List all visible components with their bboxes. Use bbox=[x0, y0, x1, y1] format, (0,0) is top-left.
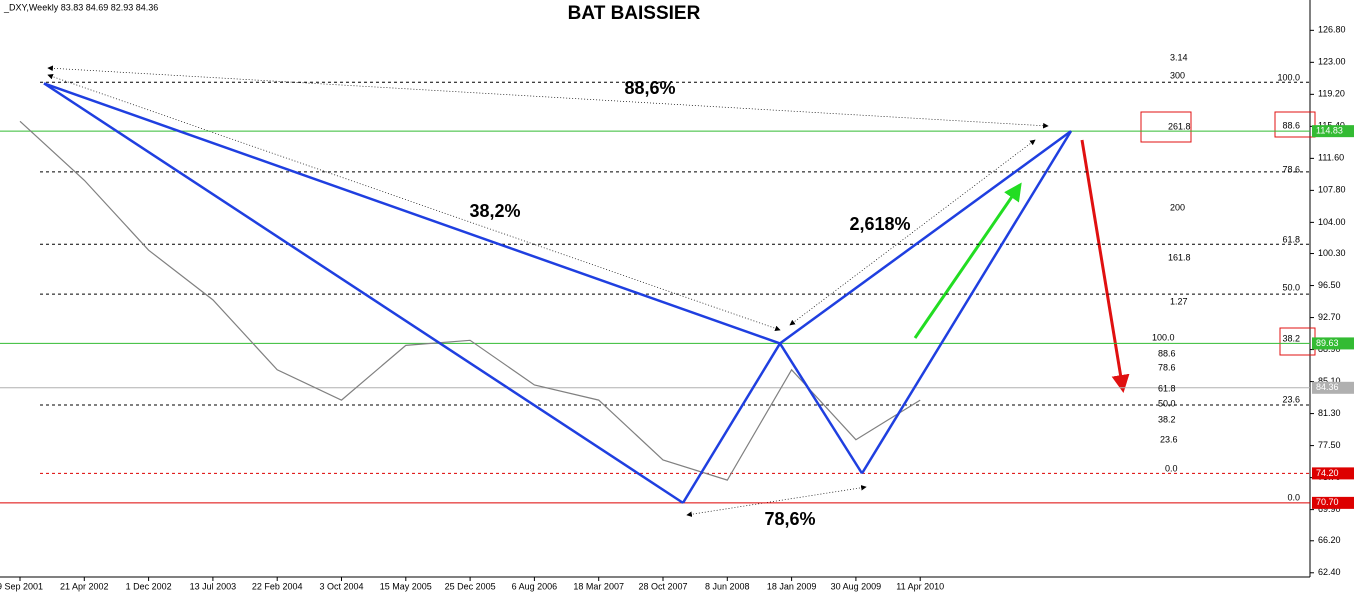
price-box bbox=[1312, 125, 1354, 138]
arrows bbox=[47, 65, 1049, 518]
fib-label: 61.8 bbox=[1282, 234, 1300, 244]
fib-label: 50.0 bbox=[1158, 398, 1176, 408]
fib-label: 38.2 bbox=[1158, 414, 1176, 424]
annotation: 78,6% bbox=[764, 509, 815, 529]
pattern-leg bbox=[778, 342, 864, 475]
fib-label: 38.2 bbox=[1282, 333, 1300, 343]
x-tick-label: 9 Sep 2001 bbox=[0, 581, 43, 591]
y-tick-label: 119.20 bbox=[1318, 89, 1345, 99]
price-label: 114.83 bbox=[1316, 126, 1343, 136]
annotation: 88,6% bbox=[624, 78, 675, 98]
y-tick-label: 66.20 bbox=[1318, 535, 1341, 545]
highlight-boxes bbox=[1140, 111, 1316, 356]
fib-label: 0.0 bbox=[1287, 492, 1300, 502]
annotation: 38,2% bbox=[469, 201, 520, 221]
y-tick-label: 96.50 bbox=[1318, 280, 1341, 290]
fib-label: 88.6 bbox=[1158, 348, 1176, 358]
price-box bbox=[1312, 496, 1354, 509]
x-tick-label: 3 Oct 2004 bbox=[319, 581, 363, 591]
price-line bbox=[19, 120, 921, 481]
x-tick-label: 6 Aug 2006 bbox=[512, 581, 558, 591]
y-tick-label: 104.00 bbox=[1318, 217, 1346, 227]
subtitle: _DXY,Weekly 83.83 84.69 82.93 84.36 bbox=[3, 2, 158, 12]
x-tick-label: 22 Feb 2004 bbox=[252, 581, 303, 591]
down-arrow bbox=[1080, 139, 1130, 393]
y-tick-label: 92.70 bbox=[1318, 312, 1341, 322]
fib-label: 300 bbox=[1170, 70, 1185, 80]
x-tick-label: 18 Jan 2009 bbox=[767, 581, 817, 591]
x-tick-label: 15 May 2005 bbox=[380, 581, 432, 591]
pattern-leg bbox=[43, 82, 684, 504]
y-tick-label: 100.30 bbox=[1318, 248, 1346, 258]
pattern-leg bbox=[779, 130, 1072, 345]
y-tick-label: 123.00 bbox=[1318, 57, 1346, 67]
y-tick-label: 126.80 bbox=[1318, 25, 1346, 35]
fib-label: 100.0 bbox=[1152, 332, 1175, 342]
pattern-leg bbox=[43, 82, 781, 345]
fib-label: 100.0 bbox=[1277, 72, 1300, 82]
x-tick-label: 25 Dec 2005 bbox=[445, 581, 496, 591]
fib-label: 1.27 bbox=[1170, 296, 1188, 306]
fib-label: 23.6 bbox=[1160, 434, 1178, 444]
fib-label: 88.6 bbox=[1282, 120, 1300, 130]
x-tick-label: 11 Apr 2010 bbox=[896, 581, 944, 591]
x-tick-label: 18 Mar 2007 bbox=[573, 581, 624, 591]
chart-title: BAT BAISSIER bbox=[568, 3, 701, 24]
y-tick-label: 69.90 bbox=[1318, 504, 1341, 514]
fib-label: 0.0 bbox=[1165, 463, 1178, 473]
x-tick-label: 1 Dec 2002 bbox=[126, 581, 172, 591]
x-tick-label: 30 Aug 2009 bbox=[831, 581, 882, 591]
fib-label: 3.14 bbox=[1170, 52, 1188, 62]
fib-label: 23.6 bbox=[1282, 394, 1300, 404]
x-tick-label: 28 Oct 2007 bbox=[638, 581, 687, 591]
fib-label: 78.6 bbox=[1158, 362, 1176, 372]
annotation: 2,618% bbox=[849, 214, 910, 234]
price-label: 84.36 bbox=[1316, 382, 1339, 392]
y-tick-label: 111.60 bbox=[1318, 153, 1344, 163]
x-tick-label: 13 Jul 2003 bbox=[190, 581, 237, 591]
y-tick-label: 85.10 bbox=[1318, 376, 1341, 386]
fib-label: 78.6 bbox=[1282, 164, 1300, 174]
fib-label: 261.8 bbox=[1168, 121, 1191, 131]
x-tick-label: 8 Jun 2008 bbox=[705, 581, 750, 591]
x-tick-label: 21 Apr 2002 bbox=[60, 581, 109, 591]
fib-label: 161.8 bbox=[1168, 252, 1191, 262]
up-arrow bbox=[913, 182, 1022, 339]
y-tick-label: 62.40 bbox=[1318, 567, 1341, 577]
fib-label: 50.0 bbox=[1282, 282, 1300, 292]
price-box bbox=[1312, 467, 1354, 480]
fib-label: 200 bbox=[1170, 202, 1185, 212]
y-tick-label: 77.50 bbox=[1318, 440, 1341, 450]
price-label: 89.63 bbox=[1316, 338, 1339, 348]
price-label: 70.70 bbox=[1316, 497, 1339, 507]
y-tick-label: 107.80 bbox=[1318, 185, 1346, 195]
fib-label: 61.8 bbox=[1158, 383, 1176, 393]
pattern-leg bbox=[860, 130, 1073, 475]
price-box bbox=[1312, 381, 1354, 394]
price-box bbox=[1312, 337, 1354, 350]
price-label: 74.20 bbox=[1316, 468, 1339, 478]
y-tick-label: 81.30 bbox=[1318, 408, 1341, 418]
pattern-leg bbox=[681, 342, 782, 504]
